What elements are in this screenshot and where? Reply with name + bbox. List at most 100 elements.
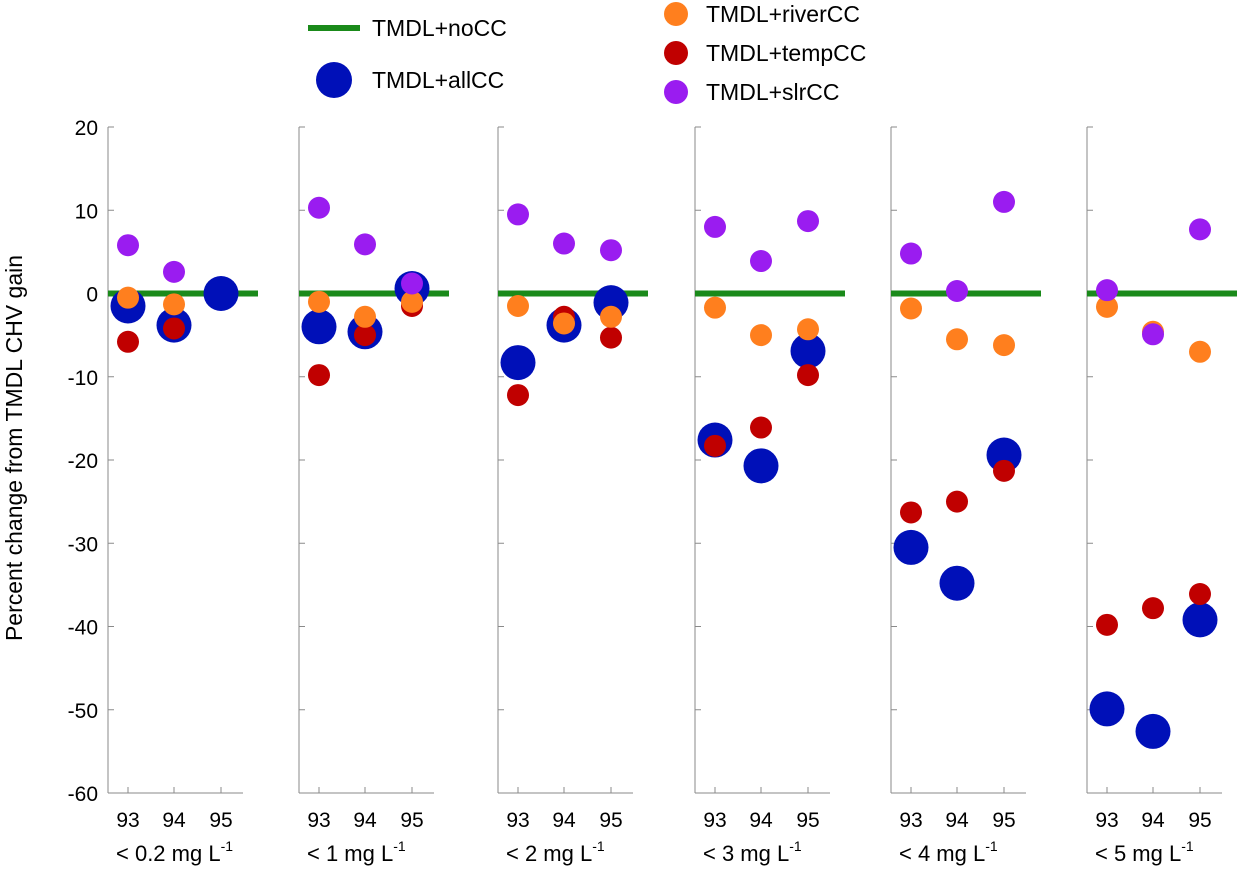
point-tempCC — [993, 459, 1015, 482]
legend-marker-riverCC — [664, 2, 688, 26]
panel: 93 94 95 < 1 mg L-1 — [298, 126, 449, 866]
point-allCC — [986, 437, 1022, 473]
point-tempCC — [117, 330, 139, 353]
point-riverCC — [308, 290, 330, 313]
point-tempCC — [507, 384, 529, 407]
panel-label: < 1 mg L-1 — [307, 838, 406, 866]
point-slrCC — [1142, 323, 1164, 346]
point-allCC — [1089, 691, 1125, 727]
legend-marker-allCC — [316, 62, 352, 98]
point-allCC — [743, 448, 779, 484]
point-allCC — [1182, 602, 1218, 638]
point-riverCC — [704, 296, 726, 319]
point-riverCC — [401, 290, 423, 313]
point-riverCC — [507, 294, 529, 317]
y-tick-label: -50 — [68, 700, 98, 723]
point-slrCC — [354, 233, 376, 256]
y-tick-label: 10 — [75, 200, 98, 223]
point-slrCC — [117, 234, 139, 257]
point-riverCC — [163, 293, 185, 316]
x-tick-label: 94 — [945, 809, 969, 832]
x-tick-label: 93 — [1095, 809, 1118, 832]
point-tempCC — [946, 490, 968, 513]
point-riverCC — [797, 318, 819, 341]
panel: 93 94 95 < 2 mg L-1 — [497, 126, 648, 866]
x-tick-label: 93 — [116, 809, 139, 832]
point-slrCC — [704, 215, 726, 238]
point-slrCC — [946, 280, 968, 303]
point-slrCC — [797, 210, 819, 233]
panel: 93 94 95 < 3 mg L-1 — [694, 126, 845, 866]
panel-label: < 0.2 mg L-1 — [116, 838, 233, 866]
point-riverCC — [354, 305, 376, 328]
y-axis-label: Percent change from TMDL CHV gain — [1, 255, 27, 641]
point-allCC — [301, 309, 337, 345]
point-tempCC — [354, 324, 376, 347]
point-riverCC — [1189, 340, 1211, 363]
point-tempCC — [797, 364, 819, 387]
point-slrCC — [401, 272, 423, 295]
point-riverCC — [117, 286, 139, 309]
point-riverCC — [600, 305, 622, 328]
point-riverCC — [993, 334, 1015, 357]
point-riverCC — [750, 324, 772, 347]
legend-marker-slrCC — [664, 80, 688, 104]
legend-label-allCC: TMDL+allCC — [372, 67, 504, 93]
point-slrCC — [507, 203, 529, 226]
y-tick-labels: 20 10 0 -10 -20 -30 -40 -50 -60 — [68, 117, 98, 806]
legend-label-slrCC: TMDL+slrCC — [706, 79, 840, 105]
x-tick-label: 94 — [1141, 809, 1165, 832]
y-tick-label: 20 — [75, 117, 98, 140]
point-riverCC — [900, 297, 922, 320]
y-tick-label: -20 — [68, 450, 98, 473]
point-slrCC — [553, 232, 575, 255]
point-allCC — [500, 345, 536, 381]
x-tick-label: 93 — [899, 809, 922, 832]
point-slrCC — [900, 242, 922, 265]
panel-label: < 3 mg L-1 — [703, 838, 802, 866]
point-allCC — [790, 333, 826, 369]
point-allCC — [203, 276, 239, 311]
panel: 93 94 95 < 4 mg L-1 — [890, 126, 1041, 866]
x-tick-label: 95 — [796, 809, 819, 832]
point-tempCC — [750, 416, 772, 439]
y-tick-label: 0 — [86, 284, 98, 307]
panels: 93 94 95 < 0.2 mg L-1 93 94 95 < 1 mg L-1 93 94 95… — [107, 126, 1237, 866]
panel-label: < 5 mg L-1 — [1095, 838, 1194, 866]
x-tick-label: 94 — [353, 809, 377, 832]
point-tempCC — [1096, 613, 1118, 636]
legend-marker-tempCC — [664, 41, 688, 65]
point-slrCC — [163, 260, 185, 283]
point-tempCC — [900, 501, 922, 524]
point-slrCC — [1189, 218, 1211, 241]
y-tick-label: -40 — [68, 617, 98, 640]
x-tick-label: 93 — [307, 809, 330, 832]
point-riverCC — [1096, 295, 1118, 318]
point-tempCC — [1189, 583, 1211, 606]
x-tick-label: 95 — [1188, 809, 1211, 832]
legend-label-tempCC: TMDL+tempCC — [706, 40, 866, 66]
point-allCC — [1135, 713, 1171, 749]
x-tick-label: 95 — [400, 809, 423, 832]
point-tempCC — [600, 326, 622, 349]
x-tick-label: 95 — [599, 809, 622, 832]
legend: TMDL+noCC TMDL+allCC TMDL+riverCC TMDL+t… — [308, 1, 866, 105]
x-tick-label: 95 — [992, 809, 1015, 832]
point-tempCC — [704, 434, 726, 457]
x-tick-label: 93 — [506, 809, 529, 832]
x-tick-label: 94 — [162, 809, 186, 832]
x-tick-label: 93 — [703, 809, 726, 832]
x-tick-label: 95 — [209, 809, 232, 832]
point-tempCC — [1142, 597, 1164, 620]
point-slrCC — [600, 239, 622, 262]
point-allCC — [939, 565, 975, 601]
point-slrCC — [993, 190, 1015, 213]
point-slrCC — [1096, 279, 1118, 302]
panel: 93 94 95 < 5 mg L-1 — [1086, 126, 1237, 866]
point-slrCC — [750, 250, 772, 273]
legend-label-noCC: TMDL+noCC — [372, 15, 507, 41]
x-tick-label: 94 — [552, 809, 576, 832]
point-riverCC — [553, 312, 575, 335]
point-slrCC — [308, 196, 330, 219]
